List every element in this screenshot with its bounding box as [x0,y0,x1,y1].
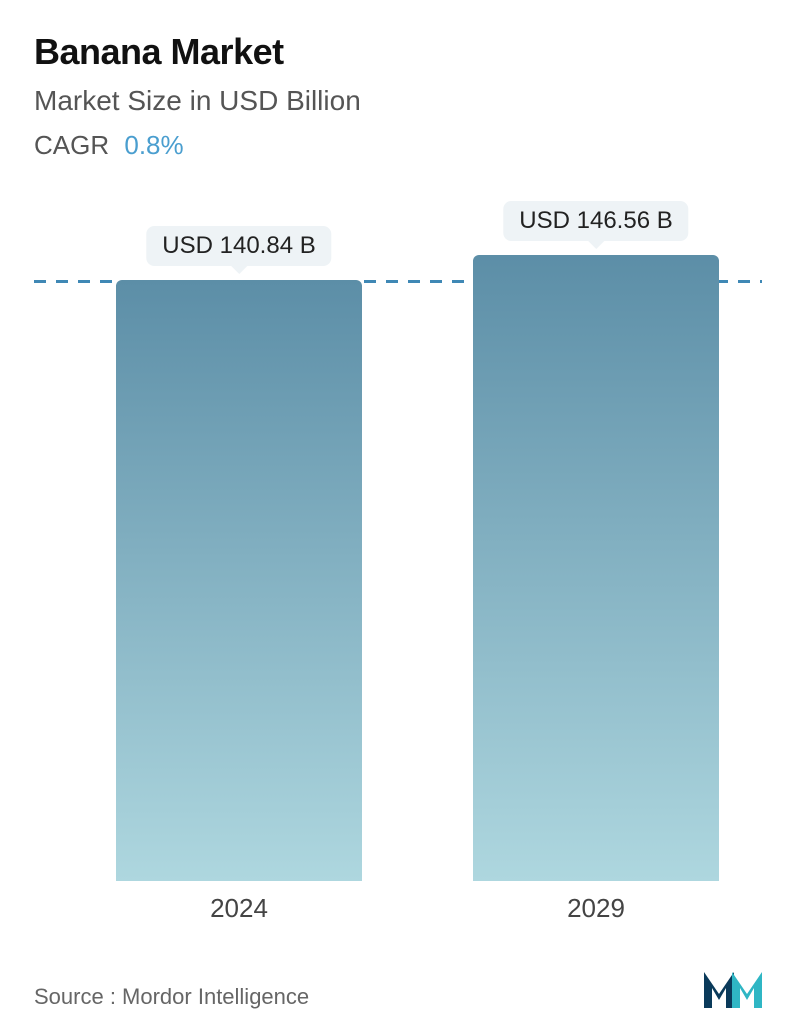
chart: USD 140.84 BUSD 146.56 B 2024 2029 [34,241,762,931]
x-label-2024: 2024 [210,893,268,924]
value-label-2029: USD 146.56 B [503,201,688,241]
bar-2024 [116,280,362,881]
bar-2029 [473,255,719,880]
value-label-2024: USD 140.84 B [146,226,331,266]
source-text: Source : Mordor Intelligence [34,984,309,1010]
page-subtitle: Market Size in USD Billion [34,83,762,119]
x-label-2029: 2029 [567,893,625,924]
cagr-label: CAGR [34,130,109,160]
page-title: Banana Market [34,30,762,73]
cagr-value: 0.8% [124,130,183,160]
header: Banana Market Market Size in USD Billion… [34,30,762,161]
cagr-row: CAGR 0.8% [34,130,762,161]
chart-plot-area: USD 140.84 BUSD 146.56 B [34,241,762,881]
mordor-logo-icon [702,960,762,1010]
market-size-infographic: Banana Market Market Size in USD Billion… [0,0,796,1034]
chart-x-axis: 2024 2029 [34,881,762,931]
footer: Source : Mordor Intelligence [34,960,762,1010]
